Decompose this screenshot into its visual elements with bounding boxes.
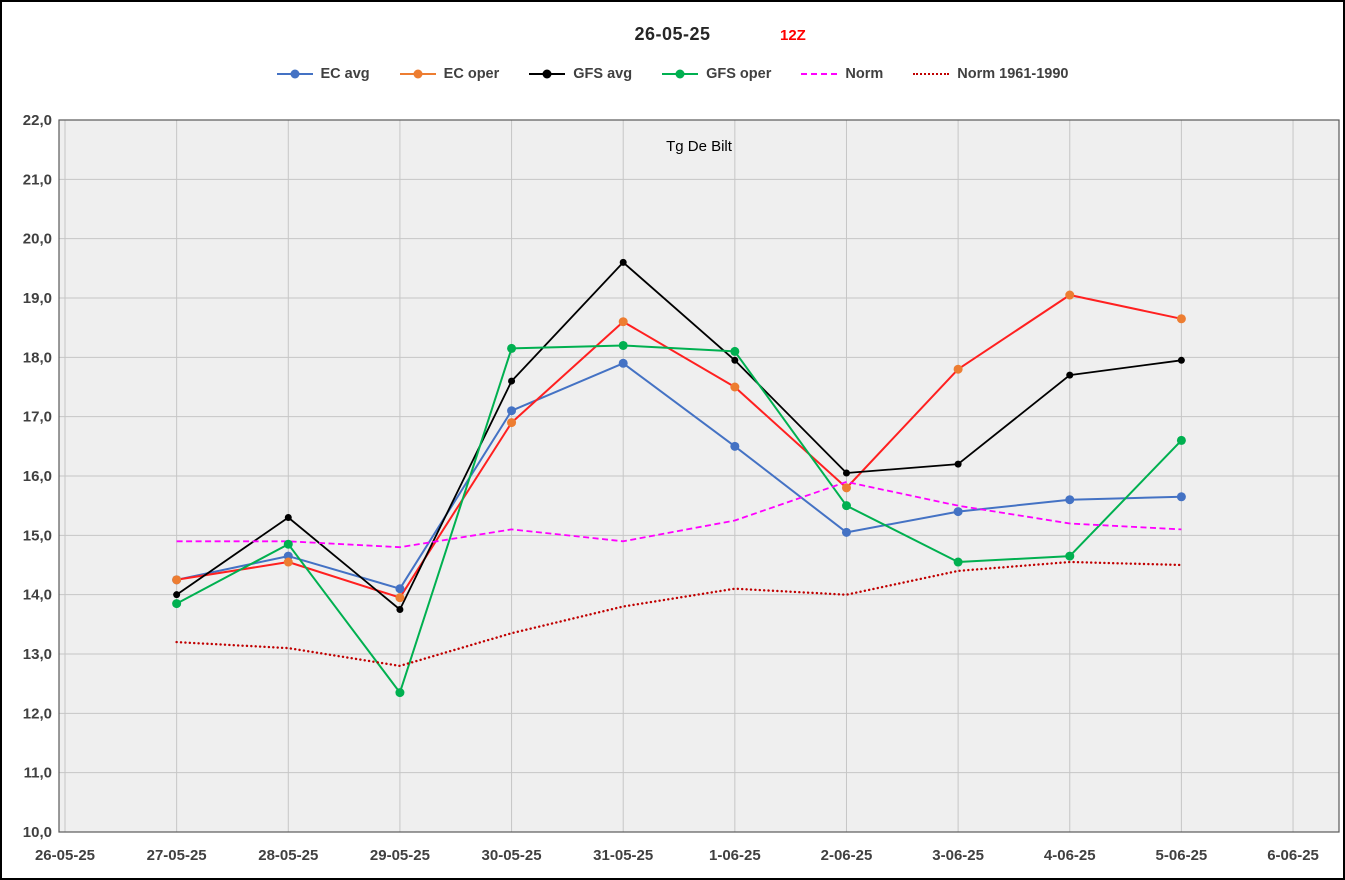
series-marker-ec-oper <box>730 382 740 392</box>
y-tick-label: 16,0 <box>23 468 52 485</box>
series-marker-gfs-oper <box>841 501 851 511</box>
series-marker-ec-oper <box>507 418 517 428</box>
plot-annotation: Tg De Bilt <box>666 138 732 155</box>
y-tick-label: 21,0 <box>23 171 52 188</box>
x-tick-label: 26-05-25 <box>35 847 95 864</box>
y-tick-label: 11,0 <box>24 765 52 782</box>
legend-label-gfs-oper: GFS oper <box>706 66 772 82</box>
series-marker-ec-avg <box>841 527 851 537</box>
series-marker-ec-oper <box>1176 314 1186 324</box>
series-marker-ec-oper <box>395 593 405 603</box>
chart-title: 26-05-25 <box>634 24 711 44</box>
chart-legend: EC avg EC oper GFS avg GFS oper Norm Nor… <box>2 66 1343 82</box>
series-marker-ec-oper <box>618 317 628 327</box>
y-tick-label: 22,0 <box>23 112 52 129</box>
y-tick-label: 10,0 <box>23 824 52 841</box>
series-marker-ec-avg <box>1065 495 1075 505</box>
legend-item-gfs-oper: GFS oper <box>662 66 771 82</box>
series-marker-ec-oper <box>283 557 293 567</box>
y-tick-label: 15,0 <box>23 527 52 544</box>
x-tick-label: 28-05-25 <box>258 847 318 864</box>
title-row: 26-05-25 <box>2 24 1343 45</box>
series-marker-ec-avg <box>730 441 740 451</box>
legend-swatch-norm <box>801 67 838 81</box>
series-marker-gfs-avg <box>842 469 850 477</box>
legend-item-norm: Norm <box>801 66 883 82</box>
y-tick-label: 13,0 <box>23 646 52 663</box>
series-marker-gfs-avg <box>173 591 181 599</box>
series-marker-gfs-oper <box>395 688 405 698</box>
series-marker-gfs-oper <box>507 343 517 353</box>
series-marker-ec-oper <box>953 364 963 374</box>
series-marker-ec-avg <box>507 406 517 416</box>
legend-swatch-ec-oper <box>399 67 436 81</box>
legend-swatch-ec-avg <box>276 67 313 81</box>
x-tick-label: 3-06-25 <box>932 847 984 864</box>
series-line-gfs-avg <box>176 261 1182 611</box>
legend-label-ec-avg: EC avg <box>320 66 370 82</box>
legend-item-ec-avg: EC avg <box>276 66 370 82</box>
y-tick-label: 18,0 <box>23 349 52 366</box>
series-marker-ec-avg <box>1176 492 1186 502</box>
x-tick-label: 30-05-25 <box>482 847 542 864</box>
legend-swatch-gfs-oper <box>662 67 699 81</box>
series-marker-gfs-oper <box>1176 435 1186 445</box>
series-marker-gfs-oper <box>730 346 740 356</box>
series-marker-gfs-avg <box>954 460 962 468</box>
x-tick-label: 6-06-25 <box>1267 847 1319 864</box>
legend-label-ec-oper: EC oper <box>443 66 500 82</box>
legend-item-ec-oper: EC oper <box>399 66 500 82</box>
y-tick-label: 19,0 <box>23 290 52 307</box>
legend-label-gfs-avg: GFS avg <box>573 66 633 82</box>
legend-label-norm: Norm <box>845 66 884 82</box>
legend-item-norm-1961-1990: Norm 1961-1990 <box>913 66 1068 82</box>
series-marker-gfs-oper <box>1065 551 1075 561</box>
x-tick-label: 31-05-25 <box>593 847 653 864</box>
series-marker-gfs-oper <box>172 599 182 609</box>
series-marker-gfs-oper <box>283 539 293 549</box>
y-tick-label: 14,0 <box>23 587 52 604</box>
x-tick-label: 29-05-25 <box>370 847 430 864</box>
y-tick-label: 12,0 <box>23 705 52 722</box>
series-marker-gfs-avg <box>284 514 292 522</box>
series-line-gfs-oper <box>176 344 1183 694</box>
series-line-ec-avg <box>176 362 1182 590</box>
series-marker-ec-avg <box>395 584 405 594</box>
series-marker-ec-avg <box>618 358 628 368</box>
series-line-ec-oper <box>176 294 1182 599</box>
series-marker-ec-oper <box>172 575 182 585</box>
legend-item-gfs-avg: GFS avg <box>529 66 632 82</box>
y-tick-label: 20,0 <box>23 231 52 248</box>
series-marker-ec-oper <box>1065 290 1075 300</box>
x-tick-label: 4-06-25 <box>1044 847 1096 864</box>
series-marker-ec-oper <box>841 483 851 493</box>
series-line-norm <box>176 481 1182 549</box>
series-marker-gfs-avg <box>1177 356 1185 364</box>
x-tick-label: 5-06-25 <box>1156 847 1208 864</box>
legend-label-norm-1961-1990: Norm 1961-1990 <box>957 66 1069 82</box>
x-tick-label: 1-06-25 <box>709 847 761 864</box>
series-marker-gfs-avg <box>731 356 739 364</box>
x-tick-label: 2-06-25 <box>821 847 873 864</box>
series-marker-gfs-avg <box>508 377 516 385</box>
legend-swatch-norm-1961-1990 <box>913 67 950 81</box>
plot-border <box>58 119 1340 833</box>
series-marker-gfs-avg <box>619 258 627 266</box>
series-line-norm-1961-1990 <box>175 560 1183 668</box>
y-tick-label: 17,0 <box>23 409 52 426</box>
series-marker-ec-avg <box>953 507 963 517</box>
series-marker-gfs-avg <box>396 606 404 613</box>
series-marker-gfs-oper <box>618 340 628 350</box>
series-marker-gfs-oper <box>953 557 963 567</box>
x-tick-label: 27-05-25 <box>147 847 207 864</box>
series-marker-gfs-avg <box>1066 371 1074 379</box>
run-time-label: 12Z <box>780 27 806 44</box>
legend-swatch-gfs-avg <box>529 67 566 81</box>
